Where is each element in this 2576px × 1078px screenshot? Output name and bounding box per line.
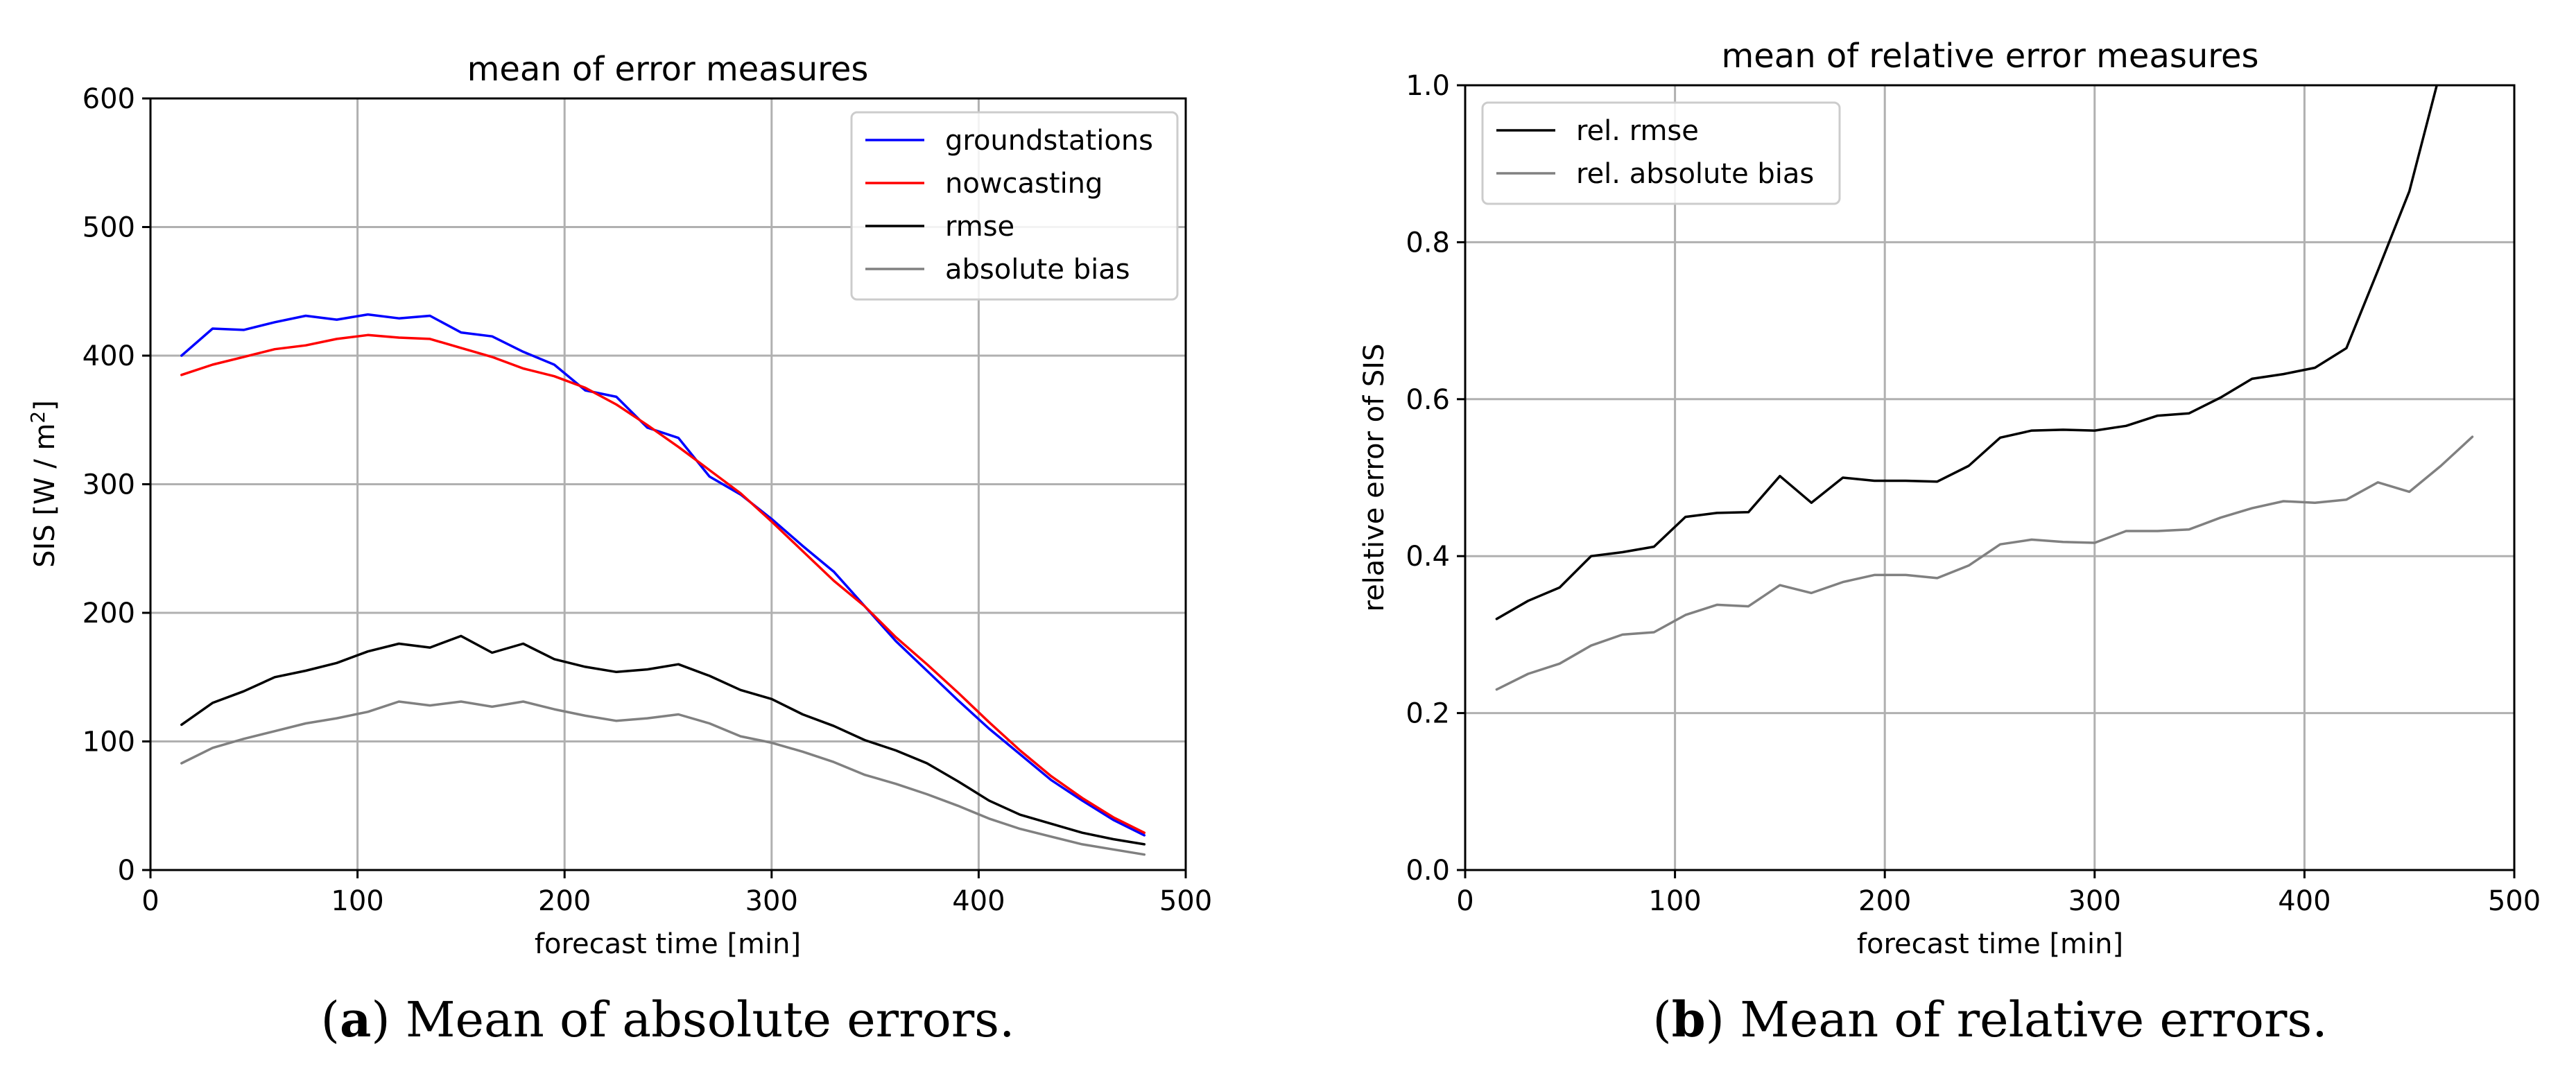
- series-line-rel-absolute-bias: [1495, 435, 2474, 691]
- x-tick-label: 500: [1159, 885, 1212, 917]
- x-tick-label: 400: [952, 885, 1005, 917]
- series-line-absolute-bias: [180, 700, 1146, 856]
- series-group-a: [180, 313, 1146, 856]
- caption-b-open: (: [1652, 991, 1671, 1048]
- legend-b: rel. rmse rel. absolute bias: [1481, 101, 1841, 205]
- legend-label: absolute bias: [945, 254, 1130, 286]
- y-tick-label: 400: [83, 340, 135, 372]
- y-tick-label: 0.0: [1406, 855, 1450, 887]
- x-tick-label: 400: [2278, 885, 2331, 917]
- legend-label: rel. rmse: [1576, 115, 1699, 147]
- series-line-rel-rmse: [1495, 85, 2439, 620]
- y-axis-label-a-end: ]: [29, 400, 61, 411]
- legend-label: nowcasting: [945, 168, 1103, 200]
- axes-frame-b: [1464, 84, 2516, 871]
- y-axis-label-a-sup: 2: [26, 411, 49, 424]
- y-tick-label: 0: [118, 855, 135, 887]
- y-axis-label-a: SIS [W / m2]: [26, 400, 61, 568]
- x-tick-label: 300: [2068, 885, 2121, 917]
- caption-a: (a) Mean of absolute errors.: [321, 991, 1015, 1048]
- series-group-b: [1495, 85, 2474, 691]
- y-tick-label: 1.0: [1406, 70, 1450, 102]
- legend-box: [1481, 101, 1841, 205]
- chart-relative-errors: 0 100 200 300 400 500 0.0 0.2 0.4 0.6 0.8 1.0 mean…: [1358, 37, 2541, 960]
- y-tick-label: 600: [83, 83, 135, 115]
- caption-a-letter: a: [340, 991, 371, 1048]
- x-tick-label: 300: [745, 885, 798, 917]
- x-tick-label: 200: [1858, 885, 1911, 917]
- legend-label: rel. absolute bias: [1576, 158, 1814, 190]
- y-tick-label: 300: [83, 469, 135, 501]
- legend-box: [850, 111, 1179, 301]
- y-axis-label-a-main: SIS [W / m: [29, 424, 61, 568]
- y-ticks-a: 0 100 200 300 400 500 600: [83, 83, 150, 887]
- legend-label: rmse: [945, 211, 1014, 243]
- y-tick-label: 0.2: [1406, 698, 1450, 730]
- chart-absolute-errors: 0 100 200 300 400 500 0 100 200 300 400 500 600 mea…: [26, 50, 1212, 960]
- y-tick-label: 0.6: [1406, 384, 1450, 416]
- x-axis-label-b: forecast time [min]: [1857, 928, 2123, 960]
- series-line-rmse: [180, 634, 1146, 846]
- x-tick-label: 500: [2488, 885, 2541, 917]
- y-tick-label: 200: [83, 598, 135, 629]
- series-line-groundstations: [180, 313, 1146, 837]
- x-ticks-a: 0 100 200 300 400 500: [141, 870, 1212, 917]
- caption-a-open: (: [321, 991, 340, 1048]
- x-tick-label: 0: [141, 885, 159, 917]
- x-tick-label: 100: [331, 885, 383, 917]
- y-tick-label: 100: [83, 727, 135, 758]
- chart-title-b: mean of relative error measures: [1721, 37, 2258, 76]
- caption-a-text: ) Mean of absolute errors.: [371, 991, 1014, 1048]
- x-tick-label: 200: [538, 885, 591, 917]
- x-tick-label: 100: [1648, 885, 1701, 917]
- y-tick-label: 500: [83, 212, 135, 244]
- x-ticks-b: 0 100 200 300 400 500: [1456, 870, 2541, 917]
- caption-b-letter: b: [1672, 991, 1706, 1048]
- y-axis-label-b: relative error of SIS: [1358, 344, 1390, 612]
- chart-title-a: mean of error measures: [467, 50, 869, 89]
- caption-b: (b) Mean of relative errors.: [1652, 991, 2327, 1048]
- y-ticks-b: 0.0 0.2 0.4 0.6 0.8 1.0: [1406, 70, 1465, 887]
- legend-label: groundstations: [945, 125, 1153, 157]
- legend-a: groundstations nowcasting rmse absolute bia…: [850, 111, 1179, 301]
- x-tick-label: 0: [1456, 885, 1473, 917]
- caption-b-text: ) Mean of relative errors.: [1706, 991, 2328, 1048]
- x-axis-label-a: forecast time [min]: [535, 928, 801, 960]
- y-tick-label: 0.4: [1406, 541, 1450, 573]
- y-tick-label: 0.8: [1406, 227, 1450, 259]
- series-line-nowcasting: [180, 333, 1146, 834]
